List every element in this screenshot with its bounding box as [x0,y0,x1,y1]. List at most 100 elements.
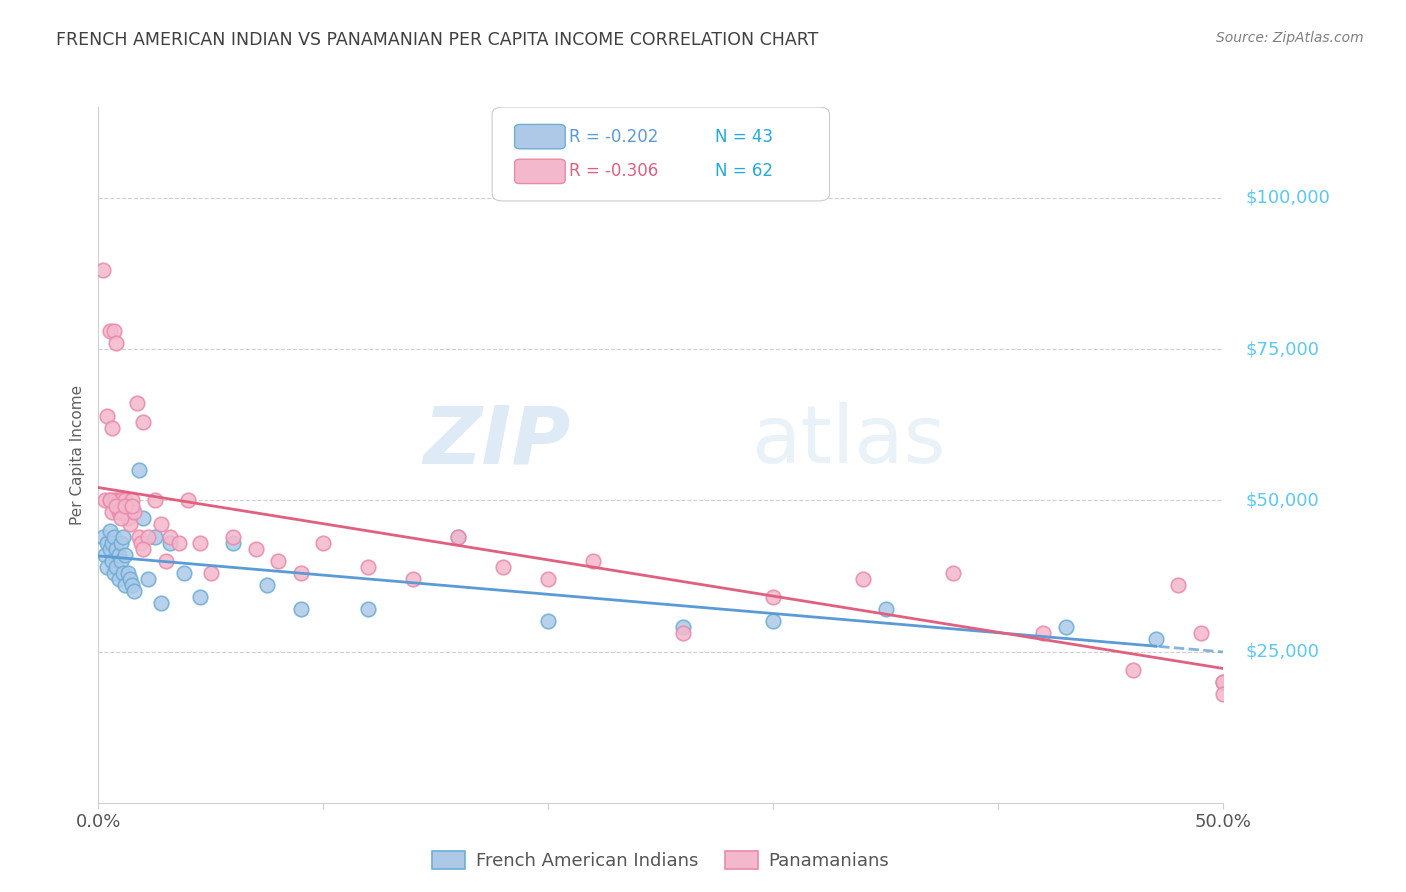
Point [222,530,245,544]
Point [132,415,155,429]
Point [672,620,695,634]
Point [1167,578,1189,592]
Point [762,590,785,604]
Point [112,566,135,580]
Point [136,572,159,586]
Point [150,596,173,610]
Point [114,493,136,508]
Text: FRENCH AMERICAN INDIAN VS PANAMANIAN PER CAPITA INCOME CORRELATION CHART: FRENCH AMERICAN INDIAN VS PANAMANIAN PER… [56,31,818,49]
Point [107,505,129,519]
Point [290,602,312,616]
Point [125,396,148,410]
Point [110,511,132,525]
Point [107,548,129,562]
Text: R = -0.202: R = -0.202 [568,128,658,145]
Point [267,554,290,568]
Point [114,500,136,514]
Text: ZIP: ZIP [423,402,571,480]
Point [128,463,150,477]
Point [852,572,875,586]
Point [98,493,121,508]
Point [105,336,128,351]
Text: $100,000: $100,000 [1246,189,1330,207]
Point [101,420,124,434]
Point [357,602,380,616]
Point [105,500,128,514]
Point [110,554,132,568]
Point [1054,620,1077,634]
Point [112,530,135,544]
Point [582,554,605,568]
Text: Source: ZipAtlas.com: Source: ZipAtlas.com [1216,31,1364,45]
Point [103,566,125,580]
Point [132,541,155,556]
Point [1032,626,1054,640]
Point [143,493,166,508]
Point [762,615,785,629]
Point [114,578,136,592]
Point [1144,632,1167,647]
Point [94,548,117,562]
Point [672,626,695,640]
Point [96,535,118,549]
Point [105,493,128,508]
Point [103,493,125,508]
Text: $50,000: $50,000 [1246,491,1319,509]
Y-axis label: Per Capita Income: Per Capita Income [70,384,86,525]
Text: $25,000: $25,000 [1246,642,1320,661]
Point [132,511,155,525]
FancyBboxPatch shape [492,107,830,201]
Text: N = 43: N = 43 [714,128,773,145]
Point [94,493,117,508]
Point [105,559,128,574]
Point [101,505,124,519]
Point [98,524,121,538]
Point [290,566,312,580]
FancyBboxPatch shape [515,124,565,149]
Point [402,572,425,586]
Point [121,500,143,514]
Point [118,517,141,532]
Point [110,493,132,508]
Point [118,572,141,586]
Point [124,584,146,599]
Point [103,324,125,338]
Point [150,517,173,532]
Point [101,535,124,549]
Point [98,493,121,508]
Point [875,602,897,616]
Point [117,566,139,580]
Point [121,578,143,592]
Text: $75,000: $75,000 [1246,340,1320,358]
Point [1122,663,1144,677]
Point [200,566,222,580]
Text: atlas: atlas [751,402,945,480]
Point [159,530,181,544]
Point [177,493,200,508]
Point [110,505,132,519]
Point [136,530,159,544]
Point [107,572,129,586]
Legend: French American Indians, Panamanians: French American Indians, Panamanians [425,844,897,877]
Point [98,541,121,556]
Point [492,559,515,574]
Point [129,535,152,549]
Point [114,548,136,562]
Point [1212,687,1234,701]
Point [169,535,191,549]
Point [101,554,124,568]
Point [159,535,181,549]
Point [537,572,560,586]
Point [124,505,146,519]
Point [256,578,278,592]
Point [312,535,335,549]
Point [107,493,129,508]
Point [1189,626,1212,640]
Point [98,324,121,338]
Point [96,409,118,423]
Point [143,530,166,544]
Point [188,535,211,549]
Point [1212,674,1234,689]
Point [357,559,380,574]
Point [91,530,114,544]
